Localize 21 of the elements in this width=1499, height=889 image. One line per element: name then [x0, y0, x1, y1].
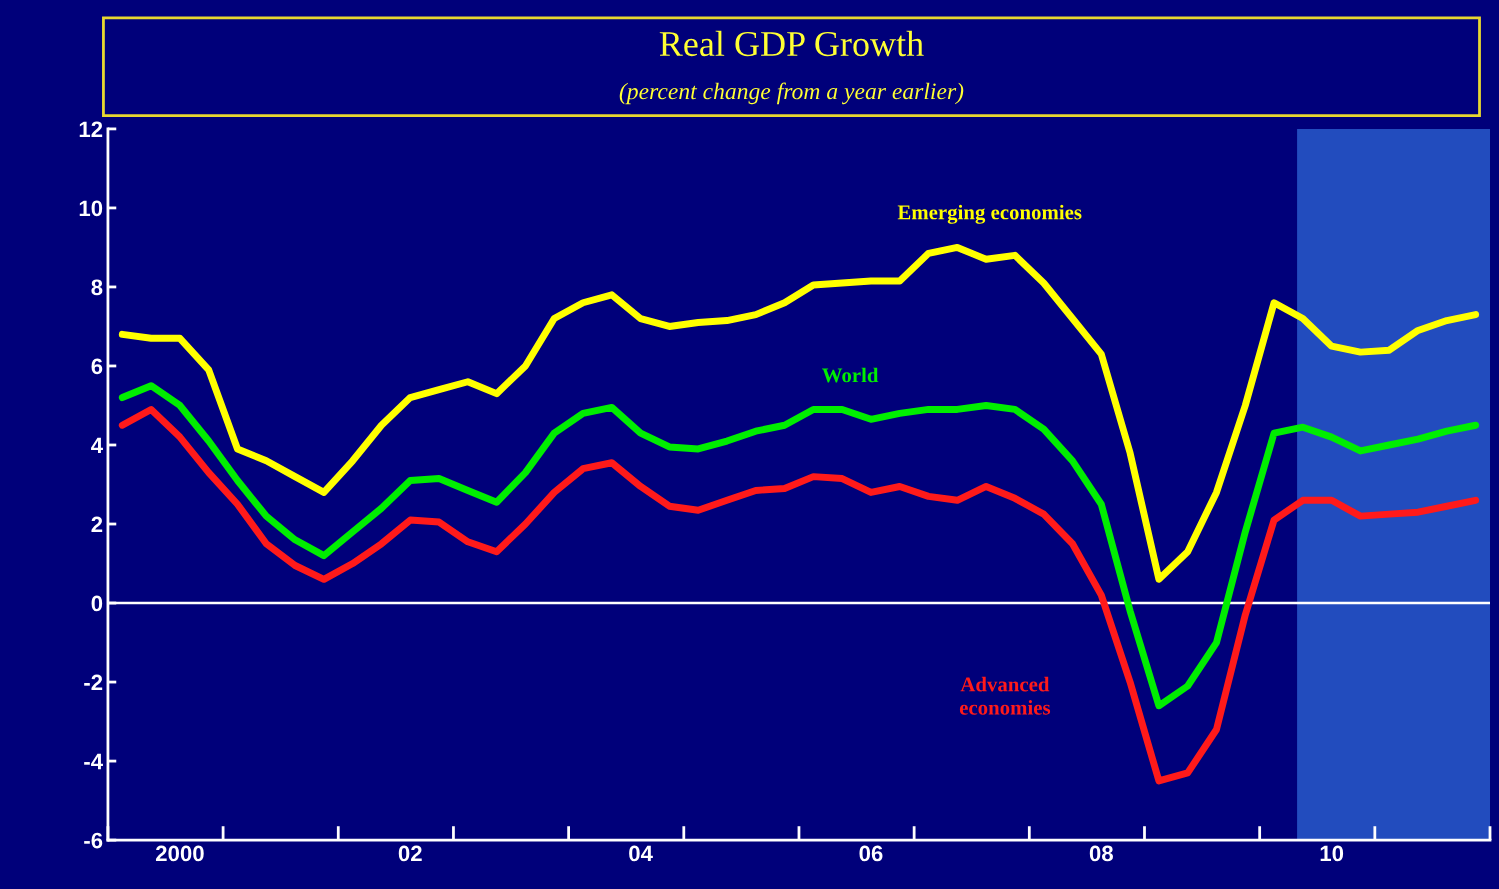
series-label: World	[822, 367, 879, 383]
y-tick-label: 8	[91, 279, 103, 296]
x-tick-label: 2000	[155, 845, 204, 862]
y-tick-label: 2	[91, 516, 103, 533]
chart-title: Real GDP Growth	[659, 30, 924, 57]
y-tick-label: 4	[91, 437, 103, 454]
x-tick-label: 06	[859, 845, 883, 862]
y-tick-label: 10	[79, 200, 103, 217]
y-tick-label: -4	[84, 753, 103, 770]
y-tick-label: -2	[84, 674, 103, 691]
x-tick-label: 08	[1089, 845, 1113, 862]
y-tick-label: 12	[79, 121, 103, 137]
text: Emerging economies	[897, 204, 1082, 224]
y-tick-label: 6	[91, 358, 103, 375]
x-tick-label: 04	[629, 845, 653, 862]
y-tick-label: 0	[91, 595, 103, 612]
y-tick-label: -6	[84, 832, 103, 849]
text: Advanced economies	[959, 676, 1051, 715]
x-tick-label: 10	[1320, 845, 1344, 862]
x-tick-label: 02	[398, 845, 422, 862]
chart-subtitle: (percent change from a year earlier)	[619, 82, 964, 105]
